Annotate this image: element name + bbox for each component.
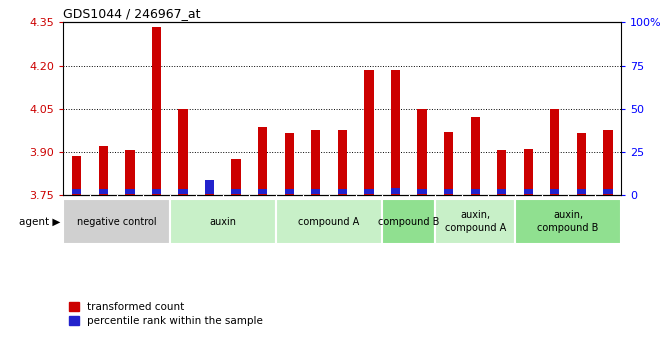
Bar xyxy=(515,199,621,244)
Bar xyxy=(418,109,427,195)
Text: compound B: compound B xyxy=(378,217,440,227)
Bar xyxy=(205,194,214,195)
Bar xyxy=(311,130,321,195)
Text: GSM25866: GSM25866 xyxy=(285,197,294,240)
Bar xyxy=(152,27,161,195)
Bar xyxy=(72,189,81,194)
Bar xyxy=(338,189,347,194)
Bar xyxy=(152,189,161,194)
Text: auxin,
compound A: auxin, compound A xyxy=(444,210,506,233)
Bar xyxy=(364,189,373,194)
Text: GSM25867: GSM25867 xyxy=(311,197,320,240)
Bar xyxy=(576,189,586,194)
Bar xyxy=(418,189,427,194)
Bar xyxy=(364,70,373,195)
Bar xyxy=(311,189,321,194)
Text: GSM25876: GSM25876 xyxy=(550,197,559,240)
Bar xyxy=(231,189,240,194)
Bar xyxy=(444,132,454,195)
Bar xyxy=(63,199,170,244)
Bar xyxy=(258,189,267,194)
Text: GSM25864: GSM25864 xyxy=(232,197,240,240)
Text: GSM25873: GSM25873 xyxy=(471,197,480,240)
Bar xyxy=(99,146,108,195)
Text: GSM25859: GSM25859 xyxy=(99,197,108,240)
Bar xyxy=(72,156,81,195)
Text: GSM25872: GSM25872 xyxy=(444,197,453,240)
Bar xyxy=(470,189,480,194)
Bar xyxy=(338,130,347,195)
Text: agent ▶: agent ▶ xyxy=(19,217,60,227)
Text: auxin,
compound B: auxin, compound B xyxy=(538,210,599,233)
Bar xyxy=(550,189,560,194)
Bar xyxy=(550,109,560,195)
Text: GSM25865: GSM25865 xyxy=(258,197,267,240)
Text: GSM25869: GSM25869 xyxy=(365,197,373,240)
Text: GSM25863: GSM25863 xyxy=(205,197,214,240)
Text: GSM25875: GSM25875 xyxy=(524,197,533,240)
Bar xyxy=(178,189,188,194)
Bar xyxy=(231,159,240,195)
Bar xyxy=(285,133,294,195)
Text: GSM25878: GSM25878 xyxy=(603,197,613,240)
Bar xyxy=(497,189,506,194)
Text: GSM25874: GSM25874 xyxy=(497,197,506,240)
Bar xyxy=(444,189,454,194)
Bar xyxy=(170,199,276,244)
Text: GSM25860: GSM25860 xyxy=(126,197,134,240)
Text: GSM25862: GSM25862 xyxy=(178,197,188,240)
Text: auxin: auxin xyxy=(209,217,236,227)
Text: negative control: negative control xyxy=(77,217,156,227)
Bar xyxy=(205,180,214,194)
Bar xyxy=(125,150,134,195)
Bar xyxy=(99,189,108,194)
Text: GSM25861: GSM25861 xyxy=(152,197,161,240)
Text: GSM25868: GSM25868 xyxy=(338,197,347,240)
Bar xyxy=(178,109,188,195)
Bar xyxy=(603,130,613,195)
Text: GDS1044 / 246967_at: GDS1044 / 246967_at xyxy=(63,7,201,20)
Bar xyxy=(391,70,400,195)
Bar xyxy=(497,150,506,195)
Bar xyxy=(603,189,613,194)
Bar xyxy=(524,189,533,194)
Bar xyxy=(382,199,436,244)
Text: GSM25870: GSM25870 xyxy=(391,197,400,240)
Bar xyxy=(576,133,586,195)
Bar xyxy=(125,189,134,194)
Text: GSM25858: GSM25858 xyxy=(72,197,81,240)
Text: GSM25877: GSM25877 xyxy=(577,197,586,240)
Bar xyxy=(524,149,533,195)
Bar xyxy=(258,127,267,195)
Bar xyxy=(436,199,515,244)
Bar xyxy=(285,189,294,194)
Legend: transformed count, percentile rank within the sample: transformed count, percentile rank withi… xyxy=(69,302,263,326)
Text: GSM25871: GSM25871 xyxy=(418,197,427,240)
Bar xyxy=(470,117,480,195)
Text: compound A: compound A xyxy=(299,217,359,227)
Bar xyxy=(276,199,382,244)
Bar xyxy=(391,188,400,194)
